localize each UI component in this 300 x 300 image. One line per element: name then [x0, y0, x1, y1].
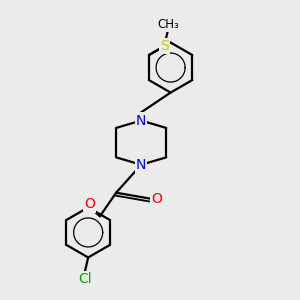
- Text: Cl: Cl: [78, 272, 92, 286]
- Text: S: S: [160, 39, 169, 53]
- Text: O: O: [84, 197, 95, 212]
- Text: N: N: [136, 158, 146, 172]
- Text: N: N: [136, 114, 146, 128]
- Text: CH₃: CH₃: [157, 18, 179, 31]
- Text: O: O: [151, 192, 162, 206]
